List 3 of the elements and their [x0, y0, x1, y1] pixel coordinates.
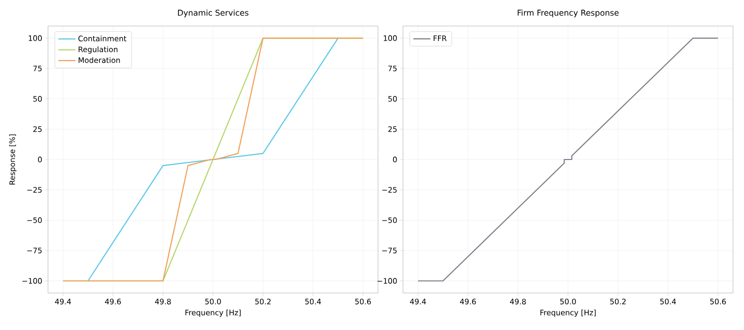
line-series: [417, 38, 719, 282]
chart-title: Firm Frequency Response: [518, 10, 619, 18]
chart-title: Dynamic Services: [178, 10, 248, 18]
